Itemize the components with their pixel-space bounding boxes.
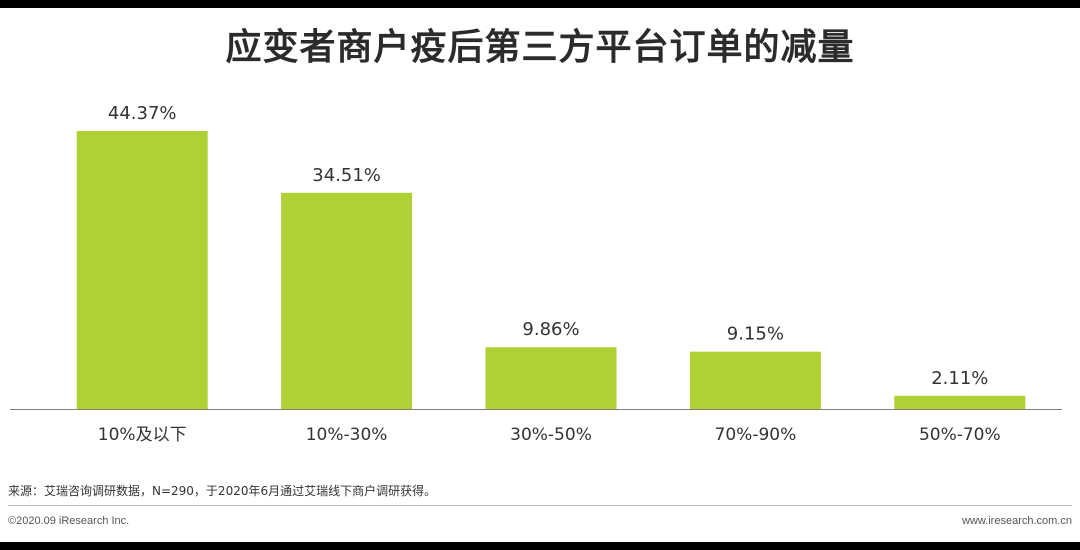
footer-divider xyxy=(8,505,1072,506)
source-note: 来源：艾瑞咨询调研数据，N=290，于2020年6月通过艾瑞线下商户调研获得。 xyxy=(8,484,437,498)
website-text: www.iresearch.com.cn xyxy=(961,515,1072,527)
bar-4 xyxy=(894,395,1026,409)
bar-3 xyxy=(689,351,821,409)
value-label-4: 2.11% xyxy=(931,368,988,389)
chart-title: 应变者商户疫后第三方平台订单的减量 xyxy=(225,27,855,68)
category-label-3: 70%-90% xyxy=(715,425,797,445)
bar-chart: 44.37% 10%及以下 34.51% 10%-30% 9.86% 30%-50% 9.1… xyxy=(10,103,1062,445)
value-label-1: 34.51% xyxy=(312,165,381,186)
bar-2 xyxy=(485,347,617,409)
copyright-text: ©2020.09 iResearch Inc. xyxy=(8,515,130,527)
category-label-2: 30%-50% xyxy=(510,425,592,445)
bar-1 xyxy=(281,192,413,409)
category-label-1: 10%-30% xyxy=(306,425,388,445)
category-label-0: 10%及以下 xyxy=(98,425,187,445)
top-border-bar xyxy=(0,0,1080,8)
bar-0 xyxy=(76,131,208,409)
value-label-0: 44.37% xyxy=(108,103,177,124)
value-label-2: 9.86% xyxy=(522,319,579,340)
bottom-border-bar xyxy=(0,542,1080,550)
category-label-4: 50%-70% xyxy=(919,425,1001,445)
value-label-3: 9.15% xyxy=(727,324,784,345)
